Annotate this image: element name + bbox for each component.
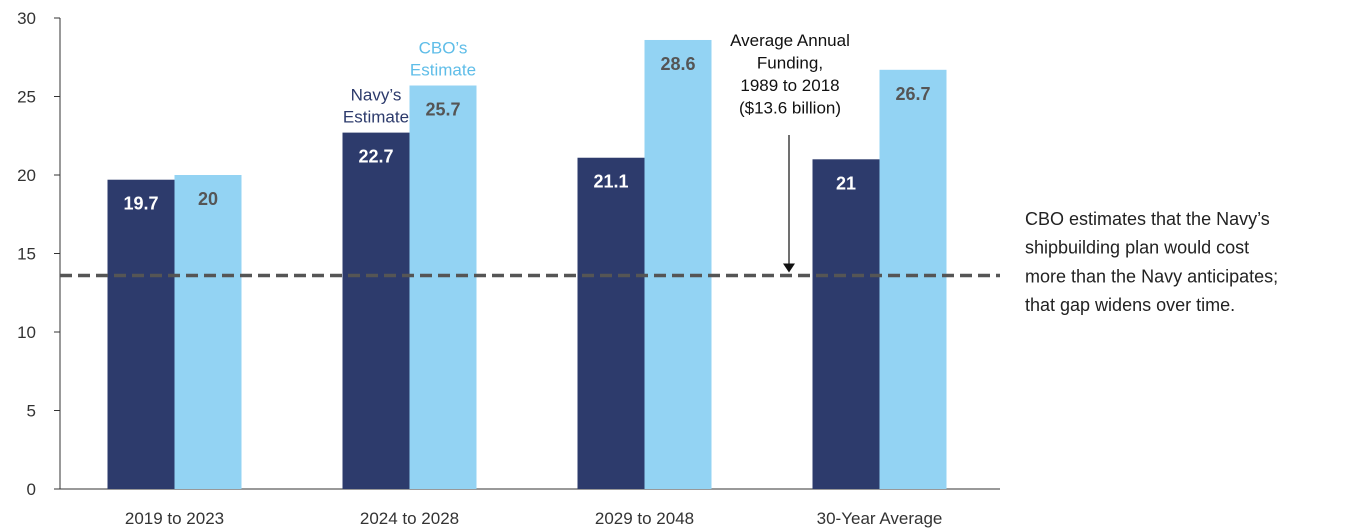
y-tick-label: 15 — [17, 245, 36, 264]
x-tick-label: 30-Year Average — [817, 509, 943, 528]
bar — [879, 69, 947, 489]
value-label: 21.1 — [593, 172, 628, 192]
y-tick-label: 25 — [17, 88, 36, 107]
value-label: 25.7 — [425, 100, 460, 120]
bar — [174, 175, 242, 489]
value-label: 26.7 — [895, 84, 930, 104]
y-tick-label: 0 — [27, 480, 36, 499]
bar — [409, 85, 477, 489]
arrow-head — [783, 263, 795, 273]
legend-label: Navy’s Estimate — [343, 86, 409, 127]
value-label: 22.7 — [358, 147, 393, 167]
bar — [812, 159, 880, 490]
x-tick-label: 2024 to 2028 — [360, 509, 459, 528]
note: shipbuilding plan would cost — [1025, 238, 1249, 258]
annotation: Average Annual — [730, 31, 850, 50]
value-label: 28.6 — [660, 54, 695, 74]
bar — [107, 179, 175, 489]
y-tick-label: 30 — [17, 9, 36, 28]
annotation: 1989 to 2018 — [740, 76, 839, 95]
bar — [342, 132, 410, 490]
legend-label: CBO’s Estimate — [410, 39, 476, 80]
bar — [644, 39, 712, 489]
value-label: 19.7 — [123, 194, 158, 214]
value-label: 20 — [198, 189, 218, 209]
x-tick-label: 2029 to 2048 — [595, 509, 694, 528]
note: CBO estimates that the Navy’s — [1025, 209, 1270, 229]
note: that gap widens over time. — [1025, 295, 1235, 315]
y-tick-label: 5 — [27, 402, 36, 421]
y-tick-label: 20 — [17, 166, 36, 185]
note: more than the Navy anticipates; — [1025, 266, 1278, 286]
y-tick-label: 10 — [17, 323, 36, 342]
value-label: 21 — [836, 173, 856, 193]
annotation: Funding, — [757, 54, 823, 73]
annotation: ($13.6 billion) — [739, 99, 841, 118]
bar — [577, 157, 645, 490]
x-tick-label: 2019 to 2023 — [125, 509, 224, 528]
